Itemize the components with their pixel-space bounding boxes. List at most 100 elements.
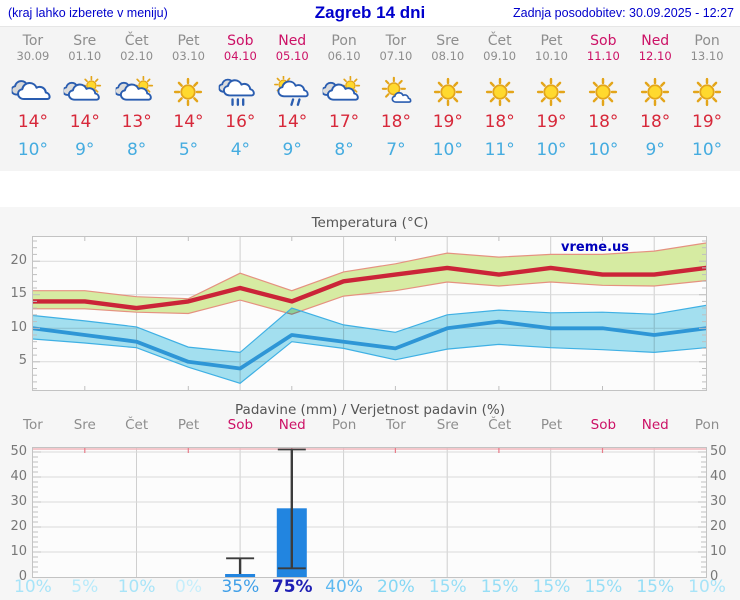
precip-y-axis-label: 10 — [710, 543, 727, 559]
day-column: Tor 07.10 18° 7° — [370, 27, 422, 171]
sunny-icon — [529, 76, 573, 108]
rain-icon — [218, 76, 262, 108]
precip-probability: 20% — [377, 577, 415, 597]
precip-probability: 15% — [584, 577, 623, 597]
day-name: Sre — [73, 33, 97, 49]
day-column: Pet 03.10 14° 5° — [163, 27, 215, 171]
day-high-temp: 19° — [432, 112, 463, 132]
day-low-temp: 4° — [230, 140, 251, 160]
day-low-temp: 10° — [588, 140, 619, 160]
day-name: Pet — [540, 33, 563, 49]
precip-probability: 0% — [175, 577, 202, 597]
precip-day-label: Ned — [641, 417, 669, 433]
location-menu-hint: (kraj lahko izberete v meniju) — [8, 6, 168, 20]
page-title: Zagreb 14 dni — [314, 3, 426, 22]
day-name: Čet — [124, 33, 149, 49]
day-column: Sob 11.10 18° 10° — [577, 27, 629, 171]
day-low-temp: 9° — [75, 140, 95, 160]
precip-day-label: Čet — [488, 417, 512, 433]
day-high-temp: 17° — [329, 112, 360, 132]
day-high-temp: 19° — [692, 112, 723, 132]
temperature-chart: vreme.us — [32, 236, 707, 391]
day-column: Tor 30.09 14° 10° — [7, 27, 59, 171]
day-name: Ned — [641, 33, 670, 49]
precip-y-axis-label: 10 — [10, 543, 27, 559]
sunny-icon — [685, 76, 729, 108]
precipitation-day-labels: Tor Sre Čet Pet Sob Ned Pon Tor Sre Čet Pet Sob Ned P… — [7, 416, 733, 434]
sunny-icon — [426, 76, 470, 108]
day-high-temp: 14° — [277, 112, 308, 132]
temp-y-axis-label: 15 — [10, 286, 27, 302]
precip-day-label: Tor — [23, 417, 43, 433]
day-date: 01.10 — [68, 49, 102, 63]
day-low-temp: 11° — [484, 140, 515, 160]
day-date: 02.10 — [120, 49, 154, 63]
mostly-sunny-icon — [374, 76, 418, 108]
day-high-temp: 19° — [536, 112, 567, 132]
day-low-temp: 7° — [386, 140, 406, 160]
day-low-temp: 8° — [126, 140, 147, 160]
day-date: 12.10 — [638, 49, 672, 63]
sun-rain-icon — [270, 76, 314, 108]
precip-day-label: Sob — [227, 417, 254, 433]
precip-day-label: Pon — [331, 417, 357, 433]
day-date: 05.10 — [275, 49, 309, 63]
precip-day-label: Sre — [73, 417, 96, 433]
precipitation-probability-row: 10% 5% 10% 0% 35% 75% 40% 20% 15% 15% 15% 15% 15% 10% — [7, 576, 733, 600]
precip-y-axis-label: 20 — [10, 518, 27, 534]
temperature-plot-svg — [33, 237, 706, 390]
day-name: Pet — [177, 33, 200, 49]
precipitation-chart-title: Padavine (mm) / Verjetnost padavin (%) — [235, 402, 505, 418]
day-low-temp: 9° — [645, 140, 665, 160]
temp-y-axis-label: 20 — [10, 252, 27, 268]
day-name: Sob — [590, 33, 617, 49]
day-column: Čet 09.10 18° 11° — [474, 27, 526, 171]
precip-y-axis-label: 50 — [10, 443, 27, 459]
day-name: Čet — [487, 33, 512, 49]
day-name: Pon — [694, 33, 720, 49]
precip-day-label: Čet — [125, 417, 149, 433]
day-date: 06.10 — [327, 49, 361, 63]
day-high-temp: 14° — [173, 112, 204, 132]
day-date: 10.10 — [535, 49, 568, 63]
day-low-temp: 10° — [432, 140, 463, 160]
precip-y-axis-label: 0 — [710, 568, 719, 584]
day-high-temp: 18° — [588, 112, 619, 132]
day-date: 04.10 — [223, 49, 257, 63]
day-column: Ned 12.10 18° 9° — [629, 27, 681, 171]
temp-y-axis-label: 10 — [10, 319, 27, 335]
precip-y-axis-label: 30 — [710, 493, 727, 509]
day-date: 07.10 — [379, 49, 413, 63]
precip-y-axis-label: 40 — [710, 468, 727, 484]
precip-day-label: Ned — [278, 417, 306, 433]
precip-probability: 15% — [480, 577, 519, 597]
precip-day-label: Sob — [590, 417, 617, 433]
precip-probability: 75% — [271, 577, 313, 597]
precip-probability: 10% — [14, 577, 52, 597]
precip-day-label: Tor — [386, 417, 406, 433]
day-low-temp: 10° — [17, 140, 48, 160]
day-high-temp: 18° — [640, 112, 671, 132]
day-name: Sre — [436, 33, 460, 49]
day-low-temp: 5° — [178, 140, 199, 160]
day-column: Pon 06.10 17° 8° — [318, 27, 370, 171]
day-date: 30.09 — [16, 49, 50, 63]
sunny-icon — [478, 76, 522, 108]
day-name: Tor — [385, 33, 407, 49]
day-high-temp: 14° — [69, 112, 100, 132]
cloudy-icon — [11, 76, 55, 108]
temperature-chart-title: Temperatura (°C) — [311, 215, 429, 231]
charts-figure: Temperatura (°C) vreme.us Padavine (mm) … — [0, 207, 740, 600]
last-update-timestamp: Zadnja posodobitev: 30.09.2025 - 12:27 — [512, 6, 734, 20]
day-column: Sre 08.10 19° 10° — [422, 27, 474, 171]
day-low-temp: 9° — [282, 140, 302, 160]
sunny-icon — [166, 76, 210, 108]
partly-cloudy-icon — [322, 76, 366, 108]
watermark-link[interactable]: vreme.us — [561, 240, 629, 255]
precip-probability: 10% — [117, 577, 156, 597]
day-date: 09.10 — [483, 49, 517, 63]
precip-y-axis-label: 40 — [10, 468, 27, 484]
day-column: Sob 04.10 16° 4° — [214, 27, 266, 171]
precip-probability: 40% — [325, 577, 363, 597]
